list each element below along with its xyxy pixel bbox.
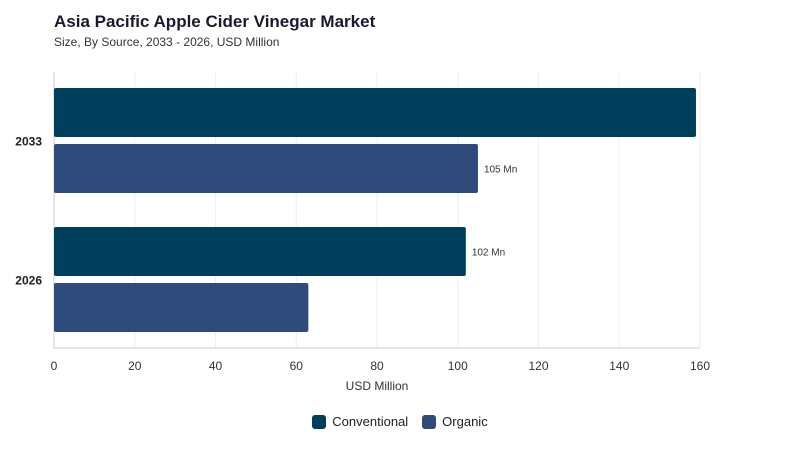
bar-conventional-2026 xyxy=(54,227,466,276)
data-label-organic-2033: 105 Mn xyxy=(484,165,517,176)
legend-item-conventional[interactable]: Conventional xyxy=(312,414,408,429)
x-axis-label: USD Million xyxy=(346,379,409,393)
bar-conventional-2033 xyxy=(54,88,696,137)
y-tick-label-2033: 2033 xyxy=(15,135,42,149)
x-tick-label-160: 160 xyxy=(690,359,710,373)
x-tick-label-140: 140 xyxy=(609,359,629,373)
x-tick-label-60: 60 xyxy=(290,359,304,373)
legend-swatch-organic xyxy=(422,414,437,429)
legend-label-conventional: Conventional xyxy=(332,414,409,429)
chart-subtitle: Size, By Source, 2033 - 2026, USD Millio… xyxy=(54,35,280,49)
x-tick-label-40: 40 xyxy=(209,359,223,373)
x-tick-label-0: 0 xyxy=(51,359,58,373)
x-tick-label-100: 100 xyxy=(448,359,468,373)
chart-title: Asia Pacific Apple Cider Vinegar Market xyxy=(54,12,376,31)
legend-item-organic[interactable]: Organic xyxy=(422,414,488,429)
x-tick-label-20: 20 xyxy=(128,359,142,373)
bar-organic-2026 xyxy=(54,283,309,332)
x-tick-label-80: 80 xyxy=(370,359,384,373)
legend-label-organic: Organic xyxy=(442,414,488,429)
x-tick-label-120: 120 xyxy=(528,359,548,373)
bar-organic-2033 xyxy=(54,144,478,193)
chart-legend: Conventional Organic xyxy=(0,414,800,429)
legend-swatch-conventional xyxy=(312,414,327,429)
y-tick-label-2026: 2026 xyxy=(15,274,42,288)
data-label-conventional-2026: 102 Mn xyxy=(472,248,505,259)
